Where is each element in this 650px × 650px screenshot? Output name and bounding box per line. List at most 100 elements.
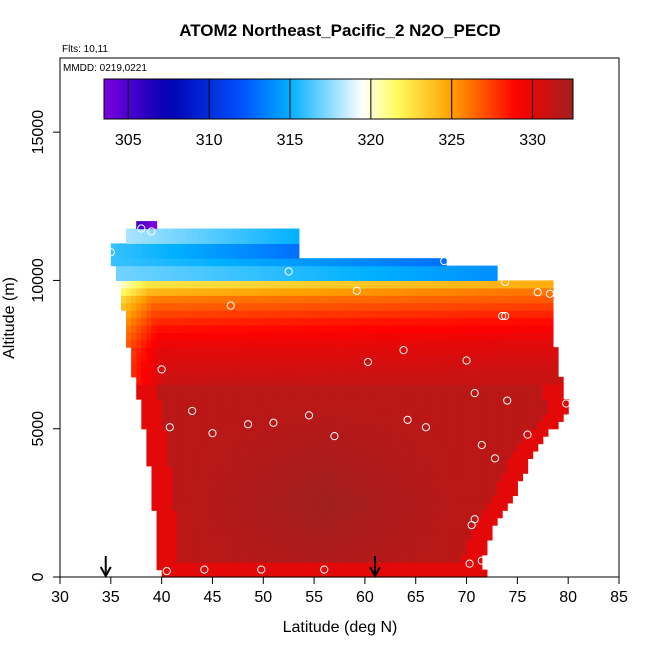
heatmap-cell [456, 517, 463, 526]
heatmap-cell [253, 525, 259, 534]
heatmap-cell [161, 347, 168, 356]
heatmap-cell [349, 287, 356, 296]
heatmap-cell [151, 287, 158, 296]
heatmap-cell [456, 332, 463, 341]
heatmap-cell [456, 354, 463, 363]
heatmap-cell [197, 502, 203, 511]
heatmap-cell [461, 495, 468, 504]
heatmap-cell [324, 488, 330, 497]
heatmap-cell [314, 258, 320, 267]
heatmap-cell [288, 339, 295, 348]
heatmap-cell [136, 302, 142, 311]
heatmap-cell [176, 510, 183, 519]
heatmap-cell [436, 510, 442, 519]
heatmap-cell [288, 302, 295, 311]
heatmap-cell [405, 421, 412, 430]
heatmap-cell [303, 384, 310, 393]
heatmap-cell [395, 347, 402, 356]
heatmap-cell [278, 354, 285, 363]
heatmap-cell [192, 310, 198, 319]
heatmap-cell [146, 369, 153, 378]
heatmap-cell [242, 228, 249, 237]
heatmap-cell [192, 525, 198, 534]
heatmap-cell [217, 525, 224, 534]
heatmap-cell [222, 473, 229, 482]
heatmap-cell [415, 517, 422, 526]
heatmap-cell [161, 273, 168, 282]
heatmap-cell [187, 332, 193, 341]
heatmap-cell [334, 569, 341, 578]
heatmap-cell [364, 473, 371, 482]
heatmap-cell [237, 324, 244, 333]
heatmap-cell [390, 384, 396, 393]
heatmap-cell [415, 258, 422, 267]
heatmap-cell [385, 458, 391, 467]
heatmap-cell [217, 265, 224, 274]
heatmap-cell [471, 539, 478, 548]
heatmap-cell [258, 376, 264, 385]
heatmap-cell [187, 280, 193, 289]
heatmap-cell [395, 258, 402, 267]
heatmap-cell [354, 399, 361, 408]
heatmap-cell [202, 413, 208, 422]
heatmap-cell [166, 258, 173, 267]
heatmap-cell [151, 376, 158, 385]
heatmap-cell [410, 554, 417, 563]
heatmap-cell [161, 532, 168, 541]
heatmap-cell [415, 280, 422, 289]
heatmap-cell [410, 502, 417, 511]
heatmap-cell [192, 384, 198, 393]
heatmap-cell [349, 258, 356, 267]
heatmap-cell [446, 280, 452, 289]
heatmap-cell [258, 287, 264, 296]
heatmap-cell [451, 450, 457, 459]
heatmap-cell [263, 369, 269, 378]
heatmap-cell [451, 376, 457, 385]
heatmap-cell [334, 443, 341, 452]
heatmap-cell [192, 369, 198, 378]
heatmap-cell [461, 473, 468, 482]
heatmap-cell [461, 488, 468, 497]
heatmap-cell [212, 391, 219, 400]
heatmap-cell [176, 480, 183, 489]
heatmap-cell [542, 347, 549, 356]
heatmap-cell [237, 421, 244, 430]
heatmap-cell [385, 258, 391, 267]
heatmap-cell [466, 547, 473, 556]
heatmap-cell [232, 406, 239, 415]
heatmap-cell [161, 525, 168, 534]
heatmap-cell [364, 554, 371, 563]
heatmap-cell [512, 421, 518, 430]
heatmap-cell [451, 324, 457, 333]
heatmap-cell [227, 465, 234, 474]
heatmap-cell [542, 295, 549, 304]
heatmap-cell [146, 443, 153, 452]
heatmap-cell [192, 287, 198, 296]
heatmap-cell [181, 525, 188, 534]
heatmap-cell [375, 539, 381, 548]
heatmap-cell [502, 369, 508, 378]
heatmap-cell [375, 428, 381, 437]
heatmap-cell [339, 436, 346, 445]
heatmap-cell [491, 413, 498, 422]
heatmap-cell [497, 317, 503, 326]
heatmap-cell [512, 332, 518, 341]
heatmap-cell [532, 361, 539, 370]
heatmap-cell [441, 361, 447, 370]
heatmap-cell [430, 295, 437, 304]
heatmap-cell [207, 569, 214, 578]
heatmap-cell [202, 525, 208, 534]
heatmap-cell [420, 399, 427, 408]
heatmap-cell [192, 317, 198, 326]
heatmap-cell [517, 347, 524, 356]
heatmap-cell [364, 532, 371, 541]
heatmap-cell [436, 369, 442, 378]
heatmap-cell [253, 406, 259, 415]
heatmap-cell [451, 406, 457, 415]
heatmap-cell [298, 280, 305, 289]
heatmap-cell [207, 339, 214, 348]
heatmap-cell [436, 488, 442, 497]
heatmap-cell [126, 250, 132, 259]
observation-point [501, 311, 510, 321]
heatmap-cell [517, 391, 524, 400]
